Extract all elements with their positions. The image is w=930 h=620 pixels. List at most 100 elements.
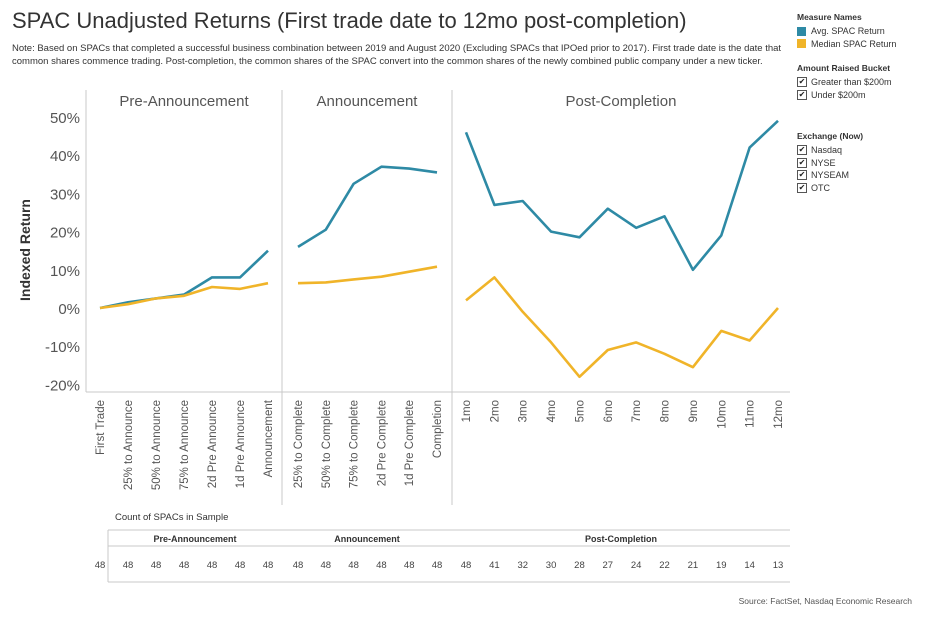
count-value: 41 [489, 560, 500, 571]
count-value: 48 [123, 560, 134, 571]
x-tick-label: 2mo [489, 400, 501, 422]
count-value: 48 [348, 560, 359, 571]
y-tick-label: -10% [45, 339, 80, 356]
count-value: 22 [659, 560, 670, 571]
exchange-filter-nasdaq[interactable]: ✔ Nasdaq [797, 144, 863, 157]
y-tick-label: 30% [50, 186, 80, 203]
median-return-line [297, 265, 438, 285]
legend-label-median: Median SPAC Return [811, 38, 897, 49]
amount-filter-title: Amount Raised Bucket [797, 63, 891, 73]
checkbox-icon[interactable]: ✔ [797, 170, 807, 181]
x-tick-label: 50% to Complete [321, 400, 333, 488]
y-tick-label: 0% [58, 301, 80, 318]
count-value: 14 [744, 560, 755, 571]
legend-measure-title: Measure Names [797, 12, 862, 22]
amount-filter-under[interactable]: ✔ Under $200m [797, 89, 892, 102]
count-value: 48 [461, 560, 472, 571]
exchange-label-nyseam: NYSEAM [811, 170, 850, 181]
x-tick-label: 4mo [546, 400, 558, 422]
median-swatch [797, 39, 806, 49]
x-tick-label: 11mo [745, 400, 757, 428]
y-tick-label: 20% [50, 225, 80, 242]
count-panel-header: Announcement [334, 534, 400, 544]
x-tick-label: 25% to Announce [123, 400, 135, 490]
legend-item-avg[interactable]: Avg. SPAC Return [797, 25, 896, 38]
count-value: 27 [603, 560, 614, 571]
x-tick-label: 75% to Complete [349, 400, 361, 488]
checkbox-icon[interactable]: ✔ [797, 157, 807, 168]
x-tick-label: 5mo [574, 400, 586, 422]
x-tick-label: 10mo [716, 400, 728, 429]
x-tick-label: 1d Pre Announce [235, 400, 247, 488]
median-return-line [99, 281, 269, 310]
count-value: 48 [376, 560, 387, 571]
x-tick-label: 6mo [603, 400, 615, 422]
amount-label-greater: Greater than $200m [811, 77, 892, 88]
checkbox-icon[interactable]: ✔ [797, 89, 807, 100]
count-panel-header: Post-Completion [585, 534, 657, 544]
count-value: 19 [716, 560, 727, 571]
avg-return-line [99, 249, 269, 310]
count-value: 48 [404, 560, 415, 571]
count-value: 30 [546, 560, 557, 571]
count-value: 48 [95, 560, 106, 571]
x-tick-label: First Trade [95, 400, 107, 455]
count-value: 13 [773, 560, 784, 571]
chart-title: SPAC Unadjusted Returns (First trade dat… [12, 8, 687, 33]
x-tick-label: 1mo [461, 400, 473, 422]
y-tick-label: 40% [50, 148, 80, 165]
avg-return-line [297, 165, 438, 249]
median-return-line [465, 276, 779, 379]
legend-item-median[interactable]: Median SPAC Return [797, 38, 896, 51]
x-tick-label: 7mo [631, 400, 643, 422]
y-tick-label: -20% [45, 377, 80, 394]
legend-amount-raised: Amount Raised Bucket ✔ Greater than $200… [797, 63, 892, 101]
count-value: 28 [574, 560, 585, 571]
exchange-filter-title: Exchange (Now) [797, 131, 864, 141]
exchange-label-otc: OTC [811, 182, 830, 193]
checkbox-icon[interactable]: ✔ [797, 77, 807, 88]
y-tick-label: 50% [50, 110, 80, 127]
exchange-filter-nyse[interactable]: ✔ NYSE [797, 157, 863, 170]
exchange-label-nyse: NYSE [811, 157, 836, 168]
checkbox-icon[interactable]: ✔ [797, 145, 807, 156]
count-value: 48 [321, 560, 332, 571]
y-axis-title: Indexed Return [17, 199, 33, 301]
x-tick-label: 1d Pre Complete [404, 400, 416, 486]
count-table-title: Count of SPACs in Sample [115, 512, 229, 523]
x-tick-label: Completion [432, 400, 444, 458]
exchange-label-nasdaq: Nasdaq [811, 145, 843, 156]
count-value: 48 [151, 560, 162, 571]
count-panel-header: Pre-Announcement [153, 534, 236, 544]
legend-label-avg: Avg. SPAC Return [811, 26, 885, 37]
count-value: 48 [432, 560, 443, 571]
exchange-filter-otc[interactable]: ✔ OTC [797, 182, 863, 195]
x-tick-label: 9mo [688, 400, 700, 422]
legend-exchange: Exchange (Now) ✔ Nasdaq ✔ NYSE ✔ NYSEAM … [797, 131, 863, 194]
exchange-filter-nyseam[interactable]: ✔ NYSEAM [797, 169, 863, 182]
x-tick-label: Announcement [263, 399, 275, 477]
x-tick-label: 8mo [660, 400, 672, 422]
avg-swatch [797, 26, 806, 36]
count-value: 48 [263, 560, 274, 571]
panel-header: Announcement [317, 93, 419, 110]
y-tick-label: 10% [50, 263, 80, 280]
count-value: 48 [293, 560, 304, 571]
avg-return-line [464, 119, 779, 272]
count-value: 48 [179, 560, 190, 571]
x-tick-label: 75% to Announce [179, 400, 191, 490]
x-tick-label: 25% to Complete [293, 400, 305, 488]
panel-header: Post-Completion [566, 93, 677, 110]
x-tick-label: 3mo [518, 400, 530, 422]
x-tick-label: 2d Pre Announce [207, 400, 219, 488]
checkbox-icon[interactable]: ✔ [797, 182, 807, 193]
count-value: 48 [235, 560, 246, 571]
count-value: 24 [631, 560, 642, 571]
x-tick-label: 2d Pre Complete [376, 400, 388, 486]
count-value: 32 [517, 560, 528, 571]
amount-filter-greater[interactable]: ✔ Greater than $200m [797, 76, 892, 89]
legend-measure-names: Measure Names Avg. SPAC Return Median SP… [797, 12, 896, 50]
panel-header: Pre-Announcement [119, 93, 249, 110]
source-note: Source: FactSet, Nasdaq Economic Researc… [738, 596, 912, 606]
